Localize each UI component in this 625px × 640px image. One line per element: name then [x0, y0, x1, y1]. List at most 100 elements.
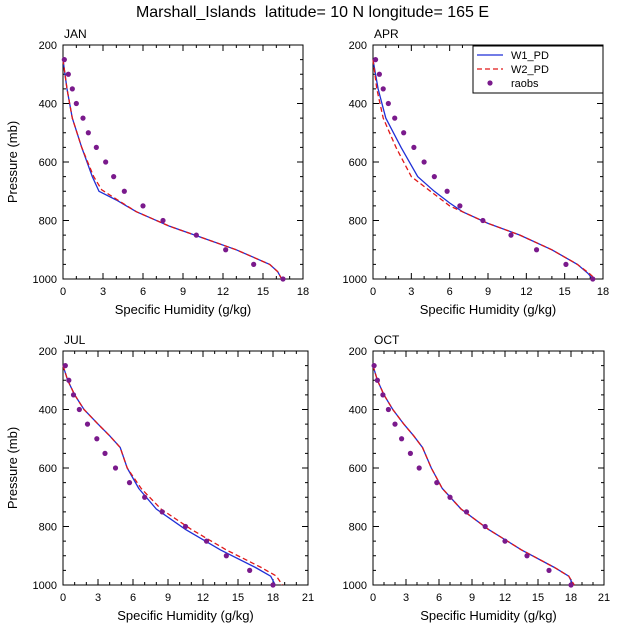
panel-jan-x-tick-label: 3	[100, 286, 106, 298]
panel-jan-label: JAN	[64, 27, 87, 41]
panel-jul-x-tick-label: 6	[130, 592, 136, 604]
panel-oct-raobs-point	[371, 363, 377, 369]
panel-apr-label: APR	[374, 27, 399, 41]
panel-apr-raobs-point	[392, 115, 398, 121]
panel-jan-x-tick-label: 18	[297, 286, 309, 298]
panel-apr-raobs-point	[533, 247, 540, 253]
panel-jul-x-axis-title: Specific Humidity (g/kg)	[117, 608, 254, 623]
panel-jan-y-tick-label: 1000	[33, 274, 57, 286]
panel-jan-y-tick-label: 400	[39, 99, 57, 111]
panel-oct-x-tick-label: 0	[370, 592, 376, 604]
panel-jan-x-tick-label: 12	[217, 286, 229, 298]
panel-apr-raobs-point	[372, 57, 379, 63]
panel-oct-raobs-point	[407, 450, 413, 456]
panel-jul-raobs-point	[270, 582, 276, 588]
panel-jan-raobs-point	[140, 203, 146, 209]
panel-apr-x-tick-label: 12	[520, 286, 532, 298]
panel-jul-label: JUL	[64, 333, 86, 347]
panel-jan-raobs-point	[85, 130, 91, 136]
panel-oct-x-tick-label: 21	[598, 592, 610, 604]
panel-jul-raobs-point	[62, 363, 68, 369]
panel-apr-raobs-point	[411, 144, 417, 150]
panel-apr-raobs-point	[444, 188, 450, 194]
panel-jan-raobs-point	[111, 174, 117, 180]
panel-jan-y-tick-label: 200	[39, 40, 57, 52]
panel-oct-y-tick-label: 600	[349, 463, 367, 475]
panel-jul-raobs-point	[247, 567, 253, 573]
panel-oct-y-tick-label: 1000	[343, 580, 367, 592]
panel-jul-raobs-point	[66, 377, 72, 383]
panel-apr-x-axis-title: Specific Humidity (g/kg)	[420, 302, 557, 317]
panel-apr-x-tick-label: 3	[408, 286, 414, 298]
panel-jan-raobs-point	[121, 188, 127, 194]
panel-jan-raobs-point	[69, 86, 75, 92]
panel-jan-raobs-point	[80, 115, 86, 121]
panel-jan-raobs-point	[251, 261, 257, 267]
panel-jan-x-tick-label: 6	[140, 286, 146, 298]
legend-w2-pd-label: W2_PD	[511, 64, 549, 76]
panel-oct-raobs-point	[546, 567, 552, 573]
panel-jul-x-tick-label: 0	[60, 592, 66, 604]
panel-oct-raobs-point	[380, 392, 386, 398]
panel-jul-w2-pd-line	[62, 365, 283, 586]
panel-apr-raobs-point	[376, 71, 382, 77]
panel-jul-y-axis-title: Pressure (mb)	[5, 427, 20, 509]
panel-jul-raobs-point	[102, 450, 108, 456]
panel-oct-y-tick-label: 800	[349, 522, 367, 534]
panel-jan-y-axis-title: Pressure (mb)	[5, 121, 20, 203]
legend-raobs-marker	[487, 80, 493, 86]
panel-jul-raobs-point	[76, 406, 82, 413]
panel-jan-x-tick-label: 0	[60, 286, 66, 298]
panel-jul-raobs-point	[223, 553, 229, 559]
panel-jul-raobs-point	[182, 523, 189, 530]
panel-jul-raobs-point	[94, 436, 100, 442]
legend-raobs-label: raobs	[511, 78, 539, 90]
legend-w1-pd-label: W1_PD	[511, 50, 549, 62]
panel-oct-raobs-point	[568, 582, 574, 588]
panel-jul-frame	[62, 350, 309, 586]
panel-jan-x-axis-title: Specific Humidity (g/kg)	[115, 302, 252, 317]
panel-jan-raobs-point	[103, 159, 109, 165]
panel-oct-x-tick-label: 18	[565, 592, 577, 604]
panel-jan-raobs-point	[61, 57, 67, 63]
panel-apr-raobs-point	[480, 217, 486, 224]
panel-oct-x-tick-label: 6	[436, 592, 442, 604]
panel-jan-x-tick-label: 9	[180, 286, 186, 298]
panel-apr-raobs-point	[563, 261, 569, 267]
panel-jul-y-tick-label: 1000	[33, 580, 57, 592]
panel-apr-y-tick-label: 1000	[343, 274, 367, 286]
panel-jan-frame	[62, 44, 304, 280]
panel-oct-raobs-point	[482, 523, 488, 530]
panel-jan-w1-pd-line	[62, 59, 283, 280]
panel-apr-raobs-point	[590, 276, 596, 282]
panel-oct-label: OCT	[374, 333, 400, 347]
panel-jan-raobs-point	[93, 144, 99, 150]
panel-jul-raobs-point	[159, 509, 165, 515]
panel-apr-raobs-point	[421, 159, 427, 165]
panel-oct-x-tick-label: 9	[469, 592, 475, 604]
panel-apr-w2-pd-line	[372, 59, 596, 280]
panel-oct-raobs-point	[416, 465, 422, 471]
panel-oct-w2-pd-line	[372, 365, 575, 586]
panel-oct-x-axis-title: Specific Humidity (g/kg)	[420, 608, 557, 623]
panel-oct-raobs-point	[463, 509, 470, 515]
panel-oct-raobs-point	[392, 421, 398, 427]
panel-jan-raobs-point	[223, 247, 229, 253]
panel-jan-raobs-point	[73, 100, 79, 107]
panel-apr-x-tick-label: 9	[485, 286, 491, 298]
panel-apr-raobs-point	[380, 86, 386, 92]
panel-jan-x-tick-label: 15	[257, 286, 269, 298]
panel-jul-raobs-point	[112, 465, 119, 471]
panel-jan-raobs-point	[65, 71, 71, 77]
panel-oct-raobs-point	[502, 538, 508, 544]
panel-oct-x-tick-label: 12	[499, 592, 511, 604]
panel-oct-raobs-point	[434, 480, 440, 486]
panel-oct-raobs-point	[385, 406, 391, 413]
panel-jul-x-tick-label: 12	[197, 592, 209, 604]
panel-oct-y-tick-label: 200	[349, 346, 367, 358]
panel-apr-y-tick-label: 800	[349, 216, 367, 228]
figure-title: Marshall_Islands latitude= 10 N longitud…	[135, 4, 490, 21]
panel-jul-raobs-point	[84, 421, 91, 427]
panel-jul-y-tick-label: 600	[39, 463, 57, 475]
